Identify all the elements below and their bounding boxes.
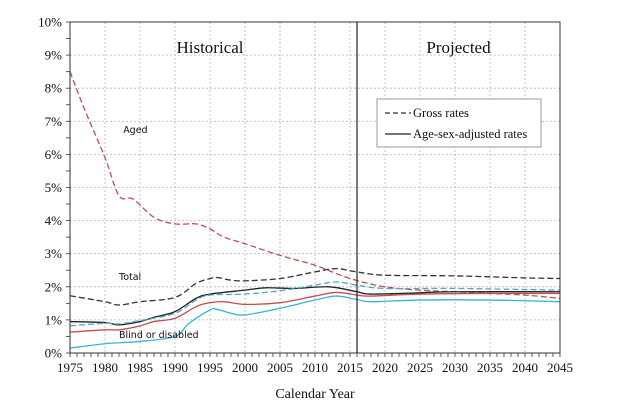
- series-line-blind-or-disabled-age-sex-adjusted-rates: [69, 295, 561, 349]
- x-tick-label: 2000: [232, 360, 258, 375]
- x-tick-label: 2015: [337, 360, 363, 375]
- x-tick-label: 2045: [547, 360, 573, 375]
- x-tick-label: 2030: [442, 360, 468, 375]
- x-tick-label: 2035: [477, 360, 503, 375]
- x-tick-label: 2010: [302, 360, 328, 375]
- x-tick-label: 2020: [372, 360, 398, 375]
- annotation-blind-or-disabled: Blind or disabled: [119, 330, 199, 341]
- annotations: Historical Projected Aged Total Blind or dis…: [118, 38, 491, 341]
- y-tick-label: 1%: [45, 312, 63, 327]
- tick-labels: 1975 1980 1985 1990 1995 2000 2005 2010 2015 2020…: [38, 15, 573, 376]
- y-tick-label: 8%: [45, 81, 63, 96]
- series-line-total-age-sex-adjusted-rates: [69, 286, 561, 326]
- x-tick-label: 2025: [407, 360, 433, 375]
- series-line-aged-age-sex-adjusted-rates: [69, 291, 561, 333]
- x-tick-label: 1975: [57, 360, 83, 375]
- x-tick-label: 1990: [162, 360, 188, 375]
- x-tick-label: 2040: [512, 360, 538, 375]
- x-axis-title: Calendar Year: [275, 387, 355, 402]
- legend-gross-label: Gross rates: [413, 106, 469, 120]
- legend-adjusted-label: Age-sex-adjusted rates: [413, 127, 527, 141]
- annotation-aged: Aged: [123, 125, 147, 136]
- series-lines: [69, 71, 561, 349]
- y-tick-label: 6%: [45, 147, 63, 162]
- y-tick-label: 4%: [45, 213, 63, 228]
- annotation-total: Total: [118, 272, 141, 283]
- x-tick-label: 1995: [197, 360, 223, 375]
- y-tick-label: 2%: [45, 279, 63, 294]
- period-label-historical: Historical: [176, 38, 243, 57]
- x-tick-label: 1985: [127, 360, 153, 375]
- x-tick-label: 2005: [267, 360, 293, 375]
- y-tick-label: 9%: [45, 48, 63, 63]
- series-line-blind-or-disabled-gross-rates: [69, 281, 561, 327]
- axes: [66, 21, 561, 357]
- gridlines: [70, 22, 560, 353]
- y-tick-label: 5%: [45, 180, 63, 195]
- y-tick-label: 3%: [45, 246, 63, 261]
- series-line-total-gross-rates: [69, 267, 561, 306]
- y-tick-label: 7%: [45, 114, 63, 129]
- legend-box: [376, 98, 542, 148]
- period-label-projected: Projected: [426, 38, 491, 57]
- y-tick-label: 10%: [38, 15, 62, 30]
- y-tick-label: 0%: [45, 346, 63, 361]
- x-tick-label: 1980: [92, 360, 118, 375]
- legend: Gross rates Age-sex-adjusted rates: [376, 98, 542, 148]
